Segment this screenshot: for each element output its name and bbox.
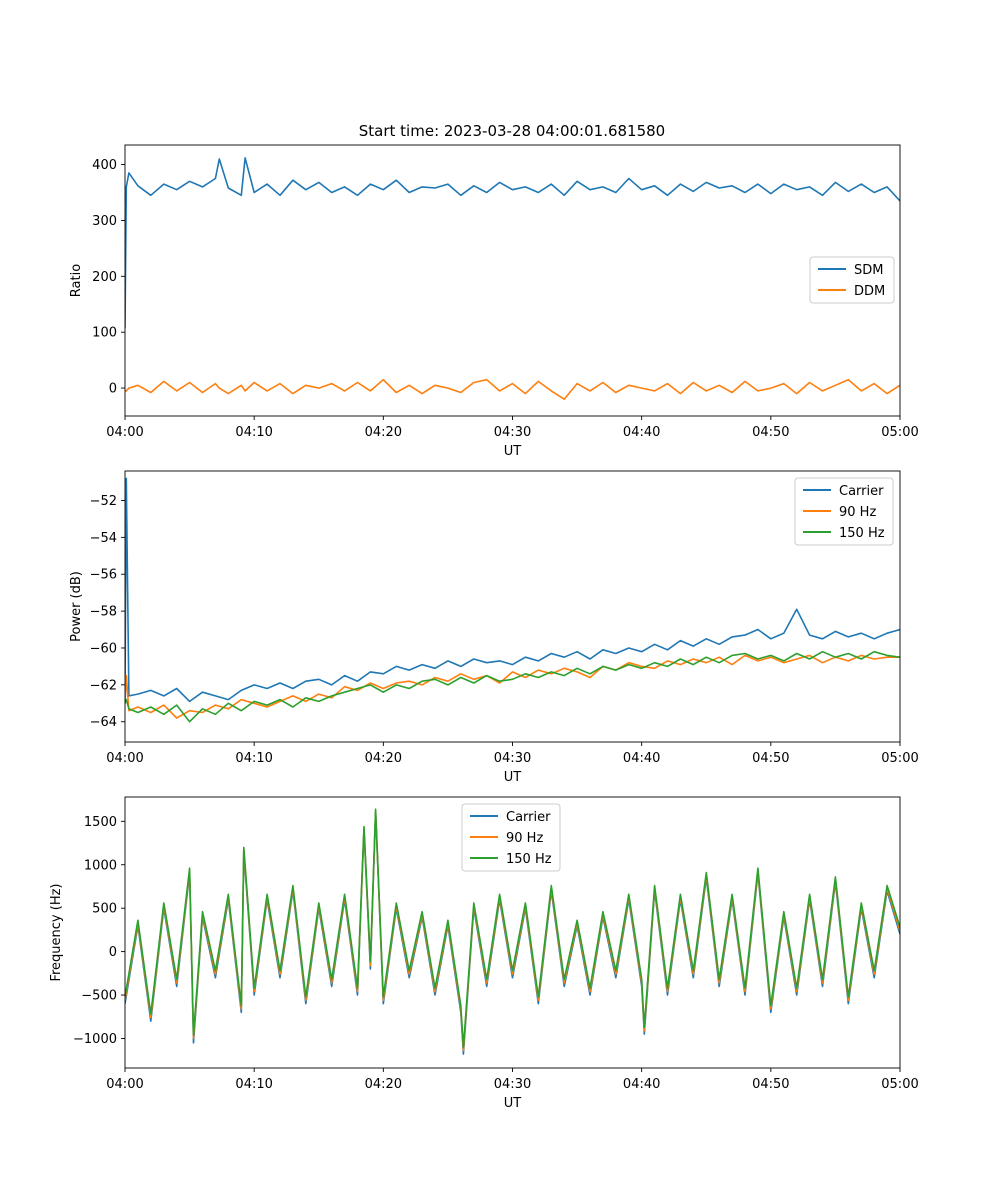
subplot-2: 04:00 04:10 04:20 04:30 04:40 04:50 05:00 −64 −6… <box>69 470 919 785</box>
series-group <box>125 477 900 723</box>
y-tick-label: 200 <box>92 270 117 285</box>
y-tick-label: −54 <box>90 531 117 546</box>
x-tick-label: 04:20 <box>365 1077 402 1092</box>
legend-label: Carrier <box>506 810 551 825</box>
legend: Carrier 90 Hz 150 Hz <box>461 803 561 872</box>
axes-frame <box>124 470 901 743</box>
y-tick-label: 300 <box>92 214 117 229</box>
x-tick-label: 04:10 <box>235 425 272 440</box>
y-tick-label: −56 <box>90 568 117 583</box>
series-line-150-hz <box>125 650 900 723</box>
axes-frame <box>124 144 901 417</box>
x-tick-label: 05:00 <box>881 751 918 766</box>
x-axis-label: UT <box>504 770 522 785</box>
y-tick-label: −1000 <box>73 1032 117 1047</box>
x-tick-label: 04:30 <box>494 751 531 766</box>
x-tick-label: 04:10 <box>235 751 272 766</box>
x-axis-label: UT <box>504 444 522 459</box>
x-tick-label: 04:50 <box>752 751 789 766</box>
legend: Carrier 90 Hz 150 Hz <box>794 477 894 546</box>
y-axis-label: Frequency (Hz) <box>49 883 64 981</box>
panels: 04:00 04:10 04:20 04:30 04:40 04:50 05:00 0 100 2… <box>49 144 919 1111</box>
y-tick-label: −52 <box>90 494 117 509</box>
x-tick-label: 04:40 <box>623 751 660 766</box>
x-tick-label: 04:20 <box>365 751 402 766</box>
x-tick-label: 04:00 <box>106 751 143 766</box>
x-tick-label: 04:30 <box>494 425 531 440</box>
x-tick-label: 04:50 <box>752 1077 789 1092</box>
y-tick-label: −64 <box>90 715 117 730</box>
x-tick-label: 04:40 <box>623 1077 660 1092</box>
series-line-ddm <box>125 378 900 401</box>
x-tick-label: 05:00 <box>881 1077 918 1092</box>
legend-label: 90 Hz <box>839 505 876 520</box>
y-tick-label: 1500 <box>84 815 117 830</box>
legend-label: DDM <box>854 284 885 299</box>
series-group <box>125 157 900 401</box>
subplot-1: 04:00 04:10 04:20 04:30 04:40 04:50 05:00 0 100 2… <box>69 144 919 459</box>
legend-label: Carrier <box>839 484 884 499</box>
legend-label: 150 Hz <box>506 852 552 867</box>
series-line-sdm <box>125 157 900 329</box>
y-tick-label: −58 <box>90 605 117 620</box>
y-axis-label: Ratio <box>69 264 84 297</box>
y-axis-label: Power (dB) <box>69 571 84 642</box>
y-tick-label: −500 <box>81 989 117 1004</box>
y-tick-label: 0 <box>109 382 117 397</box>
legend-label: 150 Hz <box>839 526 885 541</box>
legend-label: 90 Hz <box>506 831 543 846</box>
x-tick-label: 04:30 <box>494 1077 531 1092</box>
subplot-3: 04:00 04:10 04:20 04:30 04:40 04:50 05:00 −1000… <box>49 796 919 1111</box>
series-line-150-hz <box>125 808 900 1048</box>
x-tick-label: 04:50 <box>752 425 789 440</box>
series-line-carrier <box>125 477 900 703</box>
legend-box <box>794 477 894 546</box>
y-tick-label: −62 <box>90 678 117 693</box>
y-tick-label: 100 <box>92 326 117 341</box>
legend-label: SDM <box>854 263 883 278</box>
x-tick-label: 04:00 <box>106 425 143 440</box>
legend: SDM DDM <box>809 256 895 304</box>
x-tick-label: 05:00 <box>881 425 918 440</box>
y-tick-label: 1000 <box>84 858 117 873</box>
y-tick-label: 0 <box>109 945 117 960</box>
x-tick-label: 04:10 <box>235 1077 272 1092</box>
figure-title: Start time: 2023-03-28 04:00:01.681580 <box>359 122 665 140</box>
series-group <box>125 808 900 1055</box>
y-tick-label: −60 <box>90 641 117 656</box>
y-tick-label: 400 <box>92 158 117 173</box>
x-tick-label: 04:40 <box>623 425 660 440</box>
x-axis-label: UT <box>504 1096 522 1111</box>
x-tick-label: 04:00 <box>106 1077 143 1092</box>
x-tick-label: 04:20 <box>365 425 402 440</box>
y-tick-label: 500 <box>92 902 117 917</box>
legend-box <box>461 803 561 872</box>
